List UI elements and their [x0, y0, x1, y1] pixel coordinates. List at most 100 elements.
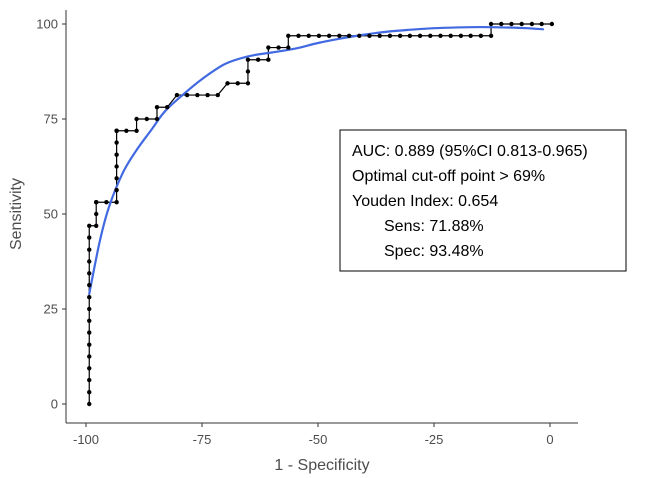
- annotation-line-sens: Sens: 71.88%: [384, 218, 484, 235]
- roc-point: [245, 81, 251, 86]
- roc-point: [397, 33, 403, 38]
- roc-point: [87, 377, 92, 383]
- roc-point: [87, 366, 92, 371]
- roc-point: [509, 21, 514, 27]
- roc-point: [276, 45, 281, 50]
- roc-point: [87, 318, 92, 323]
- roc-point: [266, 57, 271, 62]
- roc-point: [184, 92, 190, 98]
- y-tick-label: 100: [36, 17, 58, 32]
- roc-point: [529, 21, 535, 27]
- annotation-line-spec: Spec: 93.48%: [384, 243, 484, 260]
- x-tick-label: -25: [425, 432, 444, 447]
- roc-point: [478, 33, 484, 38]
- roc-point: [114, 152, 119, 157]
- roc-point: [87, 354, 92, 359]
- x-tick-label: -50: [309, 432, 328, 447]
- roc-point: [367, 33, 372, 38]
- y-tick-label: 75: [44, 112, 58, 127]
- roc-point: [377, 33, 382, 38]
- x-tick-label: 0: [546, 432, 553, 447]
- roc-point: [488, 21, 494, 27]
- y-axis-title: Sensitivity: [8, 178, 25, 250]
- roc-point: [458, 33, 464, 38]
- annotation-line-youden: Youden Index: 0.654: [352, 193, 498, 210]
- roc-point: [94, 200, 99, 205]
- x-axis-title: 1 - Specificity: [274, 457, 369, 474]
- roc-point: [94, 223, 99, 228]
- smoothed-roc-line: [88, 25, 545, 295]
- roc-point: [468, 33, 473, 38]
- roc-point: [428, 33, 433, 38]
- roc-point: [114, 176, 119, 181]
- roc-point: [316, 33, 322, 38]
- axes: [65, 10, 578, 424]
- roc-point: [357, 33, 362, 38]
- roc-point: [165, 105, 170, 110]
- roc-point: [87, 390, 92, 395]
- y-tick-label: 50: [44, 207, 58, 222]
- roc-point: [114, 200, 119, 205]
- roc-point: [549, 21, 555, 27]
- roc-point: [245, 69, 251, 74]
- roc-point: [87, 247, 92, 252]
- roc-point: [87, 271, 92, 276]
- roc-point: [134, 128, 139, 133]
- roc-point: [87, 330, 92, 335]
- roc-point: [87, 235, 92, 240]
- roc-point: [87, 401, 92, 407]
- roc-point: [104, 200, 109, 205]
- roc-point: [387, 33, 393, 38]
- roc-point: [245, 57, 251, 62]
- y-tick-label: 25: [44, 302, 58, 317]
- roc-point: [87, 223, 92, 228]
- roc-point: [174, 92, 180, 98]
- roc-point: [144, 116, 149, 122]
- roc-point: [286, 45, 291, 50]
- roc-point: [114, 164, 119, 169]
- roc-point: [438, 33, 443, 38]
- x-tick-label: -75: [193, 432, 212, 447]
- roc-point: [94, 211, 99, 217]
- annotation-line-cutoff: Optimal cut-off point > 69%: [352, 168, 545, 185]
- roc-point: [154, 105, 160, 110]
- series-layer: [87, 21, 555, 407]
- roc-point: [114, 187, 119, 193]
- roc-point: [195, 92, 200, 98]
- roc-point: [337, 33, 342, 38]
- roc-point: [87, 282, 92, 288]
- roc-point: [205, 92, 210, 98]
- roc-point: [215, 92, 220, 98]
- annotation-line-auc: AUC: 0.889 (95%CI 0.813-0.965): [352, 143, 588, 160]
- roc-point: [114, 140, 119, 145]
- roc-point: [87, 306, 92, 312]
- roc-point: [114, 128, 119, 133]
- roc-point: [539, 21, 544, 27]
- annotation-frame: [339, 129, 627, 272]
- roc-point: [266, 45, 271, 50]
- x-tick-label: -100: [73, 432, 99, 447]
- roc-point: [326, 33, 332, 38]
- roc-point: [488, 33, 494, 38]
- axis-ticks: -100 -75 -50 -25 0 0 25 50 75 100: [36, 17, 553, 448]
- roc-point: [154, 116, 160, 122]
- roc-point: [519, 21, 524, 27]
- roc-point: [346, 33, 352, 38]
- roc-point: [306, 33, 311, 38]
- annotation-box: AUC: 0.889 (95%CI 0.813-0.965) Optimal c…: [339, 129, 627, 272]
- roc-point: [286, 33, 291, 38]
- roc-point: [255, 57, 261, 62]
- roc-point: [448, 33, 453, 38]
- roc-point: [235, 81, 240, 86]
- roc-point: [87, 295, 92, 300]
- roc-point: [499, 21, 504, 27]
- roc-point: [407, 33, 413, 38]
- roc-point: [87, 342, 92, 347]
- roc-point: [296, 33, 301, 38]
- y-tick-label: 0: [51, 397, 58, 412]
- roc-point: [225, 81, 230, 86]
- roc-point: [417, 33, 423, 38]
- roc-point: [87, 259, 92, 264]
- roc-point: [124, 128, 129, 133]
